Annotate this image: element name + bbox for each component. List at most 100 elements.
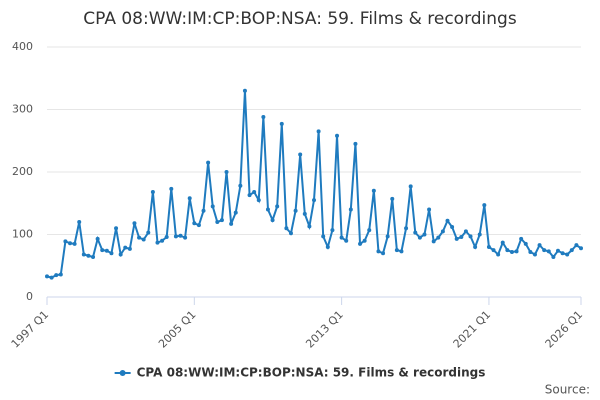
point xyxy=(164,235,169,239)
x-tick-label: 1997 Q1 xyxy=(9,308,52,351)
point xyxy=(68,241,73,246)
point xyxy=(404,226,409,231)
point xyxy=(399,249,404,254)
x-tick-label: 2026 Q1 xyxy=(543,308,586,351)
point xyxy=(100,248,105,253)
point xyxy=(95,236,100,241)
point xyxy=(555,248,560,253)
point xyxy=(252,190,257,194)
line xyxy=(46,90,582,279)
y-tick-label: 300 xyxy=(12,103,33,116)
point xyxy=(302,211,307,216)
point xyxy=(242,88,247,93)
point xyxy=(339,235,344,240)
point xyxy=(233,210,238,215)
point xyxy=(187,196,192,201)
point xyxy=(201,208,206,213)
x-tick-label: 2021 Q1 xyxy=(451,308,494,351)
point xyxy=(261,115,266,119)
point xyxy=(537,243,542,248)
point xyxy=(569,248,574,253)
point xyxy=(229,221,234,226)
y-tick-label: 100 xyxy=(12,228,33,241)
point xyxy=(114,226,119,231)
point xyxy=(104,248,109,253)
point xyxy=(312,198,316,203)
point xyxy=(219,218,224,223)
point xyxy=(77,220,82,224)
point xyxy=(528,250,533,254)
chart-title: CPA 08:WW:IM:CP:BOP:NSA: 59. Films & rec… xyxy=(83,9,517,29)
point xyxy=(91,255,96,259)
point xyxy=(325,245,330,249)
point xyxy=(247,193,252,198)
point xyxy=(275,204,280,209)
point xyxy=(284,226,289,231)
point xyxy=(210,204,215,209)
point xyxy=(150,190,155,194)
point xyxy=(496,252,501,257)
point xyxy=(118,252,123,257)
point xyxy=(169,186,174,191)
point xyxy=(270,218,275,223)
point xyxy=(491,248,496,253)
point xyxy=(463,229,468,234)
point xyxy=(565,252,570,257)
x-tick-label: 2013 Q1 xyxy=(303,308,346,351)
point xyxy=(344,238,349,243)
point xyxy=(486,245,491,249)
point xyxy=(160,238,165,243)
point xyxy=(376,249,381,254)
point xyxy=(123,245,128,250)
point xyxy=(362,238,367,243)
point xyxy=(183,235,188,240)
point xyxy=(417,235,422,240)
point xyxy=(519,236,524,241)
y-tick-label: 200 xyxy=(12,165,33,178)
point xyxy=(440,229,445,234)
point xyxy=(279,121,284,126)
point xyxy=(500,240,505,245)
point xyxy=(413,230,418,235)
point xyxy=(574,243,579,248)
point xyxy=(45,274,49,279)
point xyxy=(422,232,427,237)
point xyxy=(385,234,390,239)
point xyxy=(155,240,160,245)
point xyxy=(224,170,229,174)
point xyxy=(468,234,473,239)
point xyxy=(482,203,487,208)
point xyxy=(542,248,547,253)
point xyxy=(54,273,59,278)
legend-label: CPA 08:WW:IM:CP:BOP:NSA: 59. Films & rec… xyxy=(137,366,486,380)
point xyxy=(298,152,303,157)
point xyxy=(146,230,151,235)
legend-item: CPA 08:WW:IM:CP:BOP:NSA: 59. Films & rec… xyxy=(114,366,486,380)
point xyxy=(288,231,293,236)
point xyxy=(450,225,455,229)
point xyxy=(436,235,441,240)
point xyxy=(137,235,142,240)
point xyxy=(532,252,537,257)
point xyxy=(215,220,220,224)
point xyxy=(394,248,399,253)
point xyxy=(321,234,326,239)
source: Source: xyxy=(545,383,590,397)
point xyxy=(427,207,432,212)
point xyxy=(293,208,298,213)
point xyxy=(81,252,86,257)
point xyxy=(256,198,261,203)
point xyxy=(141,237,146,242)
point xyxy=(509,250,514,254)
point xyxy=(86,253,91,258)
point xyxy=(196,223,201,228)
point xyxy=(265,207,270,212)
point xyxy=(514,249,519,254)
point xyxy=(178,233,183,238)
point xyxy=(560,251,565,256)
point xyxy=(307,224,312,229)
point xyxy=(477,232,482,237)
point xyxy=(206,160,211,165)
point xyxy=(445,218,450,223)
